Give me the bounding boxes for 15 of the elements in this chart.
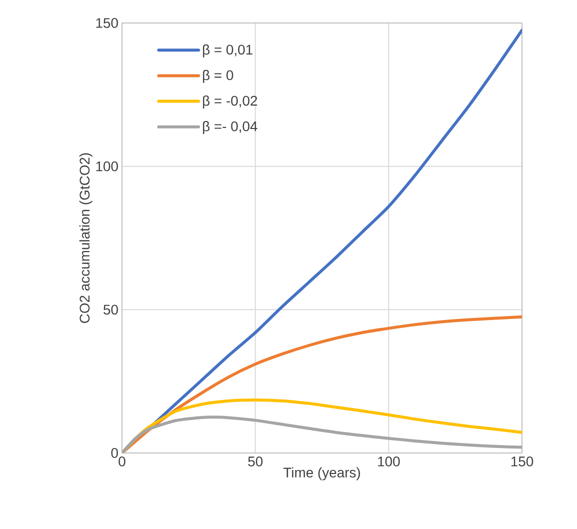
y-tick-label: 50 [104,304,118,315]
y-tick-label: 0 [111,448,118,458]
x-axis-title: Time (years) [283,467,360,480]
x-tick-label: 0 [118,456,126,466]
legend-label: β = 0,01 [202,44,252,58]
legend-label: β = 0 [202,70,234,83]
line-series [122,416,522,453]
legend-label: β =- 0,04 [202,121,258,134]
y-tick-label: 150 [96,18,118,28]
x-tick-label: 100 [378,456,400,466]
x-tick-label: 150 [511,456,534,466]
x-tick-label: 50 [248,456,263,466]
y-tick-label: 100 [96,161,118,172]
legend-label: β = -0,02 [202,95,258,108]
y-axis-title: CO2 accumulation (GtCO2) [79,153,92,323]
